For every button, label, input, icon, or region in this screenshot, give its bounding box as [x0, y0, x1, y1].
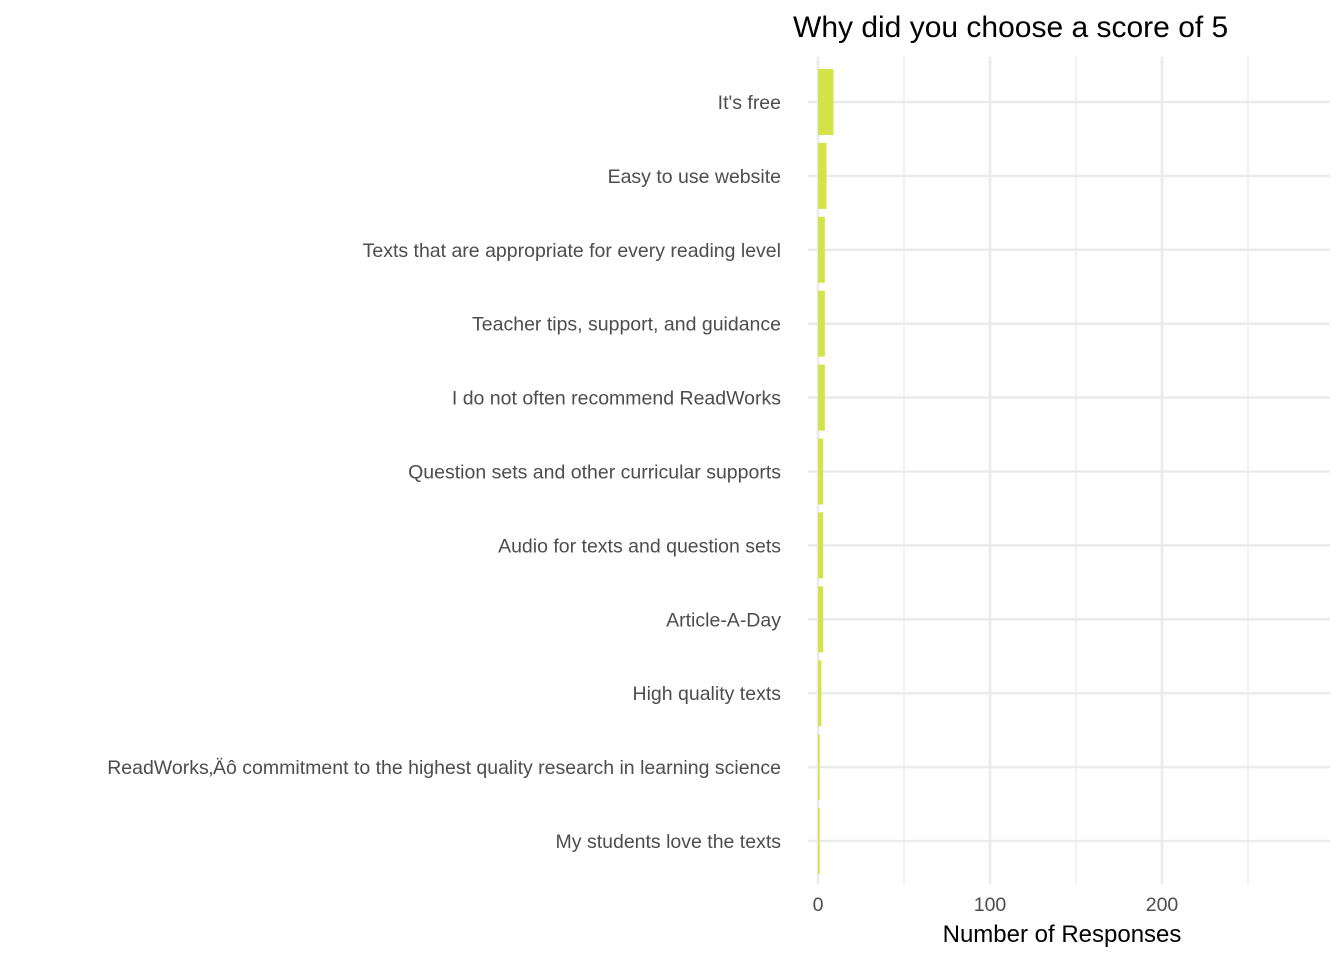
- bar: [818, 660, 822, 727]
- category-label: Question sets and other curricular suppo…: [408, 462, 781, 484]
- category-label: Easy to use website: [608, 166, 781, 188]
- category-label: ReadWorks‚Äô commitment to the highest q…: [107, 757, 781, 779]
- bar: [818, 290, 825, 357]
- x-axis-title: Number of Responses: [943, 921, 1182, 948]
- category-labels: It's free Easy to use website Texts that a…: [107, 92, 781, 853]
- x-tick-label: 100: [974, 894, 1007, 916]
- category-label: Texts that are appropriate for every rea…: [363, 240, 781, 262]
- category-label: Teacher tips, support, and guidance: [472, 314, 781, 336]
- bar: [818, 216, 825, 283]
- bar: [818, 142, 827, 209]
- chart-title: Why did you choose a score of 5: [793, 11, 1228, 44]
- category-label: It's free: [718, 92, 781, 114]
- bar: [818, 586, 824, 653]
- bar: [818, 512, 824, 579]
- category-label: Article-A-Day: [666, 609, 781, 631]
- x-tick-label: 200: [1146, 894, 1179, 916]
- bar: [818, 808, 820, 874]
- bar: [818, 438, 824, 505]
- bar: [818, 69, 834, 135]
- grid-lines: [808, 57, 1330, 884]
- bar: [818, 364, 825, 431]
- category-label: My students love the texts: [556, 831, 782, 853]
- bars: [818, 69, 834, 874]
- category-label: High quality texts: [633, 683, 782, 705]
- category-label: I do not often recommend ReadWorks: [452, 388, 781, 410]
- x-tick-labels: 0 100 200: [813, 894, 1179, 916]
- x-tick-label: 0: [813, 894, 824, 916]
- category-label: Audio for texts and question sets: [498, 535, 781, 557]
- bar: [818, 734, 820, 801]
